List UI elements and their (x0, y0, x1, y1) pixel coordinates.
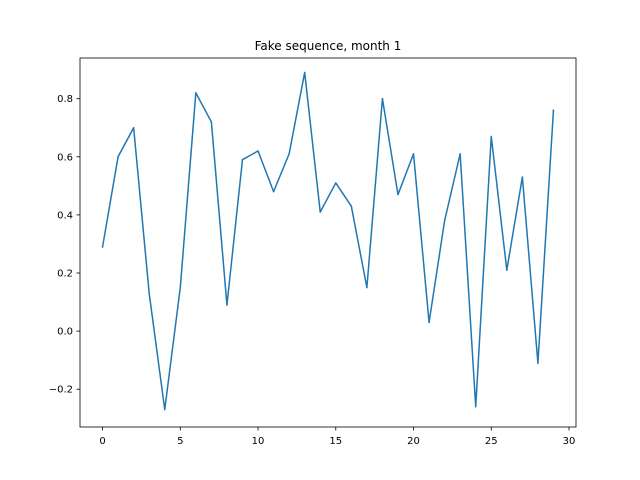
data-point (226, 304, 228, 306)
x-tick-label: 0 (99, 436, 105, 447)
y-tick-label: 0.2 (57, 269, 73, 280)
data-point (537, 362, 539, 364)
data-point (241, 158, 244, 161)
y-tick-label: 0.6 (57, 152, 73, 163)
x-tick-label: 10 (252, 436, 265, 447)
x-tick-label: 15 (329, 436, 342, 447)
x-tick-label: 30 (563, 436, 576, 447)
data-point (132, 126, 135, 129)
data-point (521, 176, 524, 178)
x-tick-label: 25 (485, 436, 498, 447)
y-tick-label: 0.8 (57, 94, 73, 105)
axes-frame (79, 57, 577, 428)
data-point (319, 211, 321, 213)
data-point (397, 193, 399, 196)
series-line (101, 71, 555, 411)
data-point (210, 121, 213, 123)
plot-area: 0 5 10 15 20 25 30 −0.2 0.0 0.2 0.4 0.6 0.8 (49, 57, 577, 447)
data-point (412, 153, 415, 155)
data-point (288, 153, 290, 155)
data-point (195, 92, 197, 94)
data-point (163, 408, 166, 411)
data-point (179, 286, 182, 289)
data-point (459, 153, 461, 155)
data-point (552, 109, 555, 112)
chart-title: Fake sequence, month 1 (255, 39, 402, 53)
data-point (335, 182, 337, 184)
data-point (381, 97, 384, 100)
y-tick-label: −0.2 (49, 385, 73, 396)
data-point (148, 292, 150, 295)
data-point (350, 205, 353, 207)
data-point (443, 219, 446, 222)
data-point (428, 321, 430, 324)
data-point (506, 269, 508, 271)
data-point (117, 156, 119, 158)
data-point (490, 135, 493, 138)
x-tick-label: 5 (177, 436, 183, 447)
y-tick-label: 0.4 (57, 210, 73, 221)
x-tick-label: 20 (407, 436, 420, 447)
y-tick-label: 0.0 (57, 327, 73, 338)
data-point (303, 71, 306, 74)
data-point (257, 150, 259, 152)
data-point (474, 405, 477, 408)
data-point (272, 190, 275, 193)
data-point (101, 246, 104, 248)
data-point (366, 286, 368, 289)
